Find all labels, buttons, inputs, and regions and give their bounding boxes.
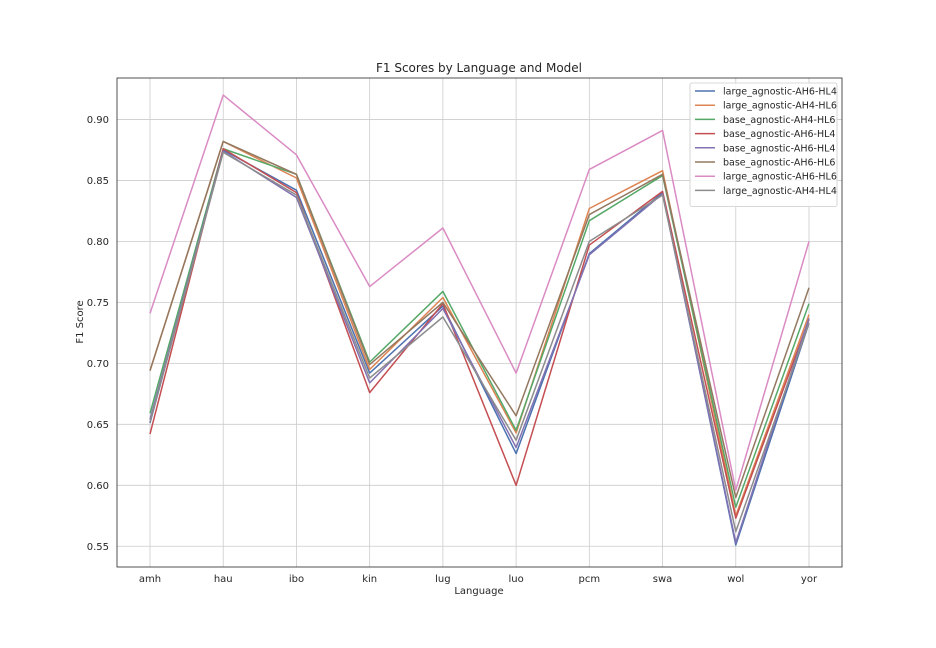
y-tick-label: 0.85 (87, 176, 109, 187)
y-tick-label: 0.70 (87, 359, 109, 370)
x-axis-title: Language (454, 586, 503, 597)
x-tick-label: luo (508, 574, 523, 585)
x-tick-label: pcm (579, 574, 601, 585)
series-line-7 (149, 94, 810, 491)
legend-label: large_agnostic-AH4-HL4 (723, 186, 837, 197)
y-tick-label: 0.80 (87, 237, 109, 248)
x-tick-label: yor (801, 574, 818, 585)
y-tick-label: 0.75 (87, 298, 109, 309)
series-line-6 (149, 140, 810, 499)
legend-label: large_agnostic-AH6-HL4 (723, 87, 837, 98)
x-tick-label: swa (653, 574, 673, 585)
chart-title: F1 Scores by Language and Model (376, 61, 582, 75)
x-tick-label: hau (214, 574, 233, 585)
y-axis-title: F1 Score (75, 300, 86, 343)
series-line-3 (149, 147, 810, 508)
legend-label: base_agnostic-AH4-HL6 (723, 115, 835, 126)
x-tick-label: lug (435, 574, 450, 585)
y-axis-ticks: 0.55 0.60 0.65 0.70 0.75 0.80 0.85 0.90 (87, 115, 109, 553)
legend-label: large_agnostic-AH6-HL6 (723, 172, 837, 183)
x-tick-label: kin (362, 574, 377, 585)
series-line-4 (149, 147, 810, 519)
plot-area-frame (116, 77, 843, 568)
legend-label: base_agnostic-AH6-HL6 (723, 158, 835, 169)
series-line-8 (149, 151, 810, 533)
x-axis-ticks: amh hau ibo kin lug luo pcm swa wol yor (139, 574, 818, 585)
legend: large_agnostic-AH6-HL4 large_agnostic-AH4… (689, 82, 838, 207)
y-tick-label: 0.55 (87, 542, 109, 553)
y-tick-label: 0.90 (87, 115, 109, 126)
legend-box (689, 82, 838, 207)
legend-label: base_agnostic-AH6-HL4 (723, 129, 835, 140)
x-tick-label: wol (727, 574, 744, 585)
y-tick-label: 0.65 (87, 420, 109, 431)
y-tick-label: 0.60 (87, 481, 109, 492)
x-tick-label: ibo (289, 574, 304, 585)
x-tick-label: amh (139, 574, 161, 585)
legend-label: base_agnostic-AH6-HL4 (723, 143, 835, 154)
legend-label: large_agnostic-AH4-HL6 (723, 101, 837, 112)
series-lines (149, 94, 810, 546)
